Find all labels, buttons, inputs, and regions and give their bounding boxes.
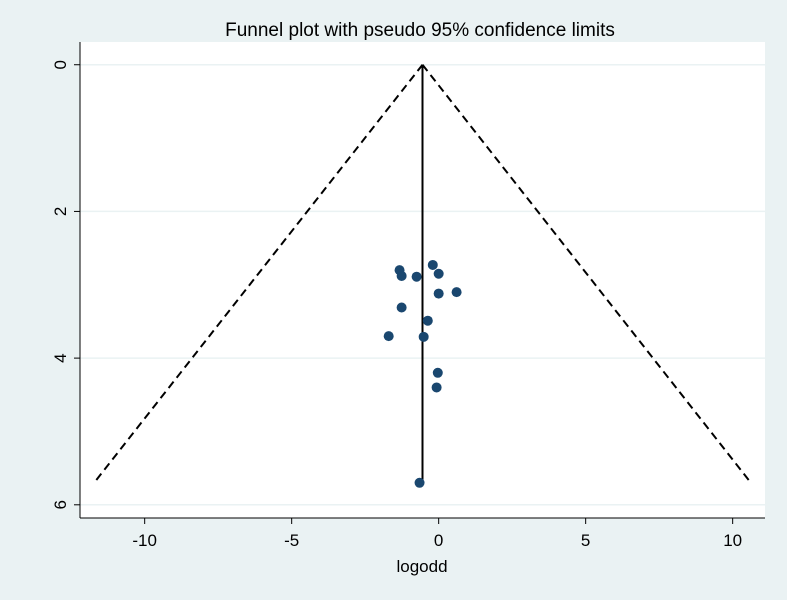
point — [451, 287, 462, 298]
y-tick-label: 4 — [51, 353, 70, 362]
x-axis-label: logodd — [396, 557, 447, 576]
point — [414, 477, 425, 488]
point — [396, 302, 407, 313]
point — [396, 270, 407, 281]
x-tick-label: 0 — [434, 531, 443, 550]
point — [432, 367, 443, 378]
y-tick-label: 6 — [51, 500, 70, 509]
point — [431, 382, 442, 393]
point — [433, 288, 444, 299]
x-tick-label: -10 — [132, 531, 157, 550]
chart-title: Funnel plot with pseudo 95% confidence l… — [225, 20, 615, 41]
confidence-limit — [93, 64, 424, 484]
point — [433, 268, 444, 279]
point — [418, 331, 429, 342]
confidence-limit — [421, 64, 752, 484]
x-tick-label: 5 — [581, 531, 590, 550]
point — [383, 331, 394, 342]
x-tick-label: 10 — [723, 531, 742, 550]
point — [422, 315, 433, 326]
x-tick-label: -5 — [284, 531, 299, 550]
point — [427, 259, 438, 270]
y-tick-label: 0 — [51, 60, 70, 69]
point — [411, 271, 422, 282]
y-tick-label: 2 — [51, 207, 70, 216]
